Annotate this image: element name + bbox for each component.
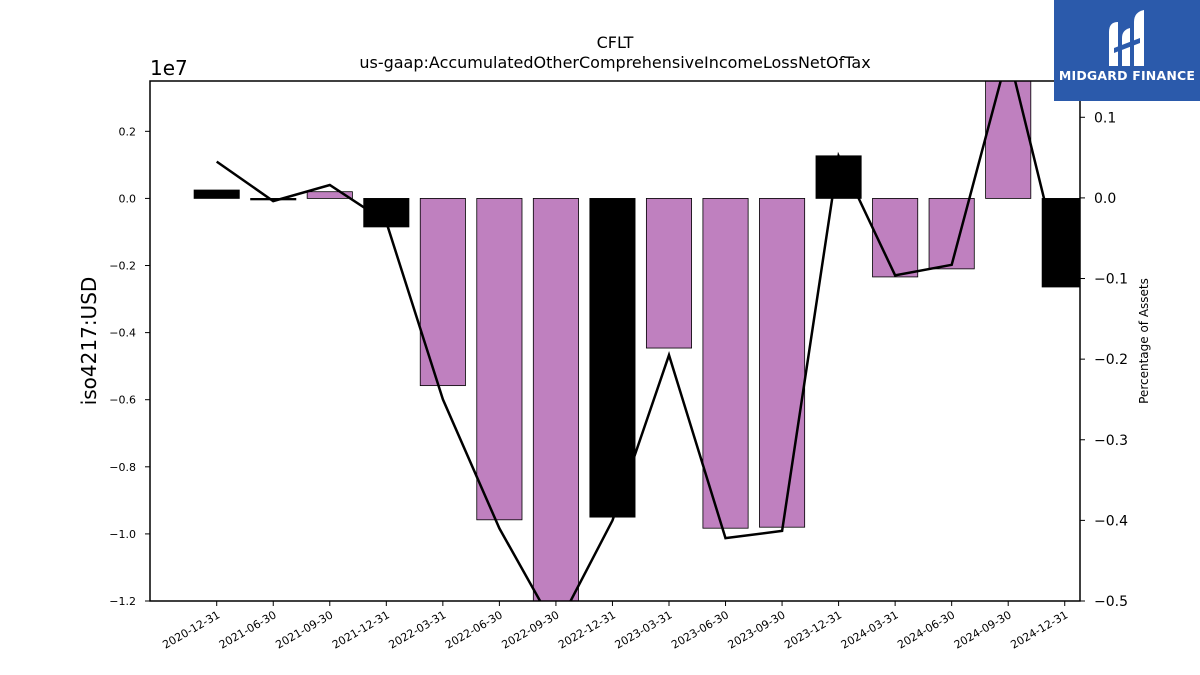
chart-subtitle: us-gaap:AccumulatedOtherComprehensiveInc… — [359, 53, 870, 72]
bar-2023-06-30 — [702, 198, 749, 529]
x-tick-label: 2024-06-30 — [895, 608, 957, 651]
bar-2022-03-31 — [419, 198, 466, 387]
y-tick-label: −1.0 — [109, 528, 136, 541]
x-tick-label: 2022-06-30 — [443, 608, 505, 651]
y2-tick-label: −0.3 — [1094, 433, 1128, 449]
bar-2022-06-30 — [476, 198, 523, 521]
x-tick-label: 2023-06-30 — [669, 608, 731, 651]
bar-2023-03-31 — [645, 198, 693, 349]
x-tick-label: 2024-03-31 — [839, 608, 901, 651]
bar-2023-09-30 — [759, 198, 806, 528]
bar-2021-09-30 — [306, 191, 353, 199]
y-tick-label: 0.2 — [119, 125, 137, 138]
bar-2022-12-31 — [589, 198, 636, 518]
x-tick-label: 2023-03-31 — [613, 608, 675, 651]
x-tick-label: 2024-09-30 — [952, 608, 1014, 651]
bar-2022-09-30 — [532, 198, 579, 601]
y2-axis-label: Percentage of Assets — [1137, 278, 1151, 404]
y-tick-label: −0.2 — [109, 260, 136, 273]
bars-layer — [193, 81, 1080, 601]
y-tick-label: −1.2 — [109, 595, 136, 608]
x-tick-label: 2022-12-31 — [556, 608, 618, 651]
y-axis-label: iso4217:USD — [77, 277, 101, 406]
x-tick-label: 2024-12-31 — [1008, 608, 1070, 651]
y-tick-label: −0.6 — [109, 394, 136, 407]
bar-2024-03-31 — [872, 198, 919, 278]
y-axis-left: −1.2 −1.0 −0.8 −0.6 −0.4 −0.2 0.0 0.2 — [109, 125, 150, 608]
x-tick-label: 2021-06-30 — [217, 608, 279, 651]
x-tick-label: 2021-12-31 — [330, 608, 392, 651]
x-tick-label: 2023-12-31 — [782, 608, 844, 651]
logo-mark-icon — [1109, 10, 1144, 66]
x-tick-label: 2022-09-30 — [500, 608, 562, 651]
x-tick-label: 2022-03-31 — [386, 608, 448, 651]
midgard-finance-logo: MIDGARD FINANCE — [1054, 0, 1200, 101]
x-tick-label: 2021-09-30 — [273, 608, 335, 651]
chart-title: CFLT — [597, 33, 634, 52]
series-line-percentage-of-assets — [215, 81, 1066, 601]
y-tick-label: −0.4 — [109, 327, 136, 340]
y-tick-label: −0.8 — [109, 461, 136, 474]
line-layer — [215, 81, 1066, 601]
y2-tick-label: −0.1 — [1094, 272, 1128, 288]
bar-2020-12-31 — [193, 189, 240, 199]
y2-tick-label: −0.5 — [1094, 594, 1128, 610]
bar-2024-09-30 — [985, 81, 1032, 199]
y-offset-label: 1e7 — [150, 56, 188, 80]
y2-tick-label: 0.0 — [1094, 191, 1116, 207]
y2-tick-label: −0.2 — [1094, 352, 1128, 368]
x-tick-label: 2023-09-30 — [726, 608, 788, 651]
y2-tick-label: −0.4 — [1094, 513, 1128, 529]
x-tick-label: 2020-12-31 — [160, 608, 222, 651]
y2-tick-label: 0.1 — [1094, 110, 1116, 126]
y-tick-label: 0.0 — [119, 192, 137, 205]
plot-frame — [149, 80, 1081, 602]
y-axis-right: −0.5 −0.4 −0.3 −0.2 −0.1 0.0 0.1 — [1080, 110, 1128, 610]
logo-text: MIDGARD FINANCE — [1058, 68, 1196, 83]
x-axis: 2020-12-312021-06-302021-09-302021-12-31… — [160, 601, 1070, 652]
